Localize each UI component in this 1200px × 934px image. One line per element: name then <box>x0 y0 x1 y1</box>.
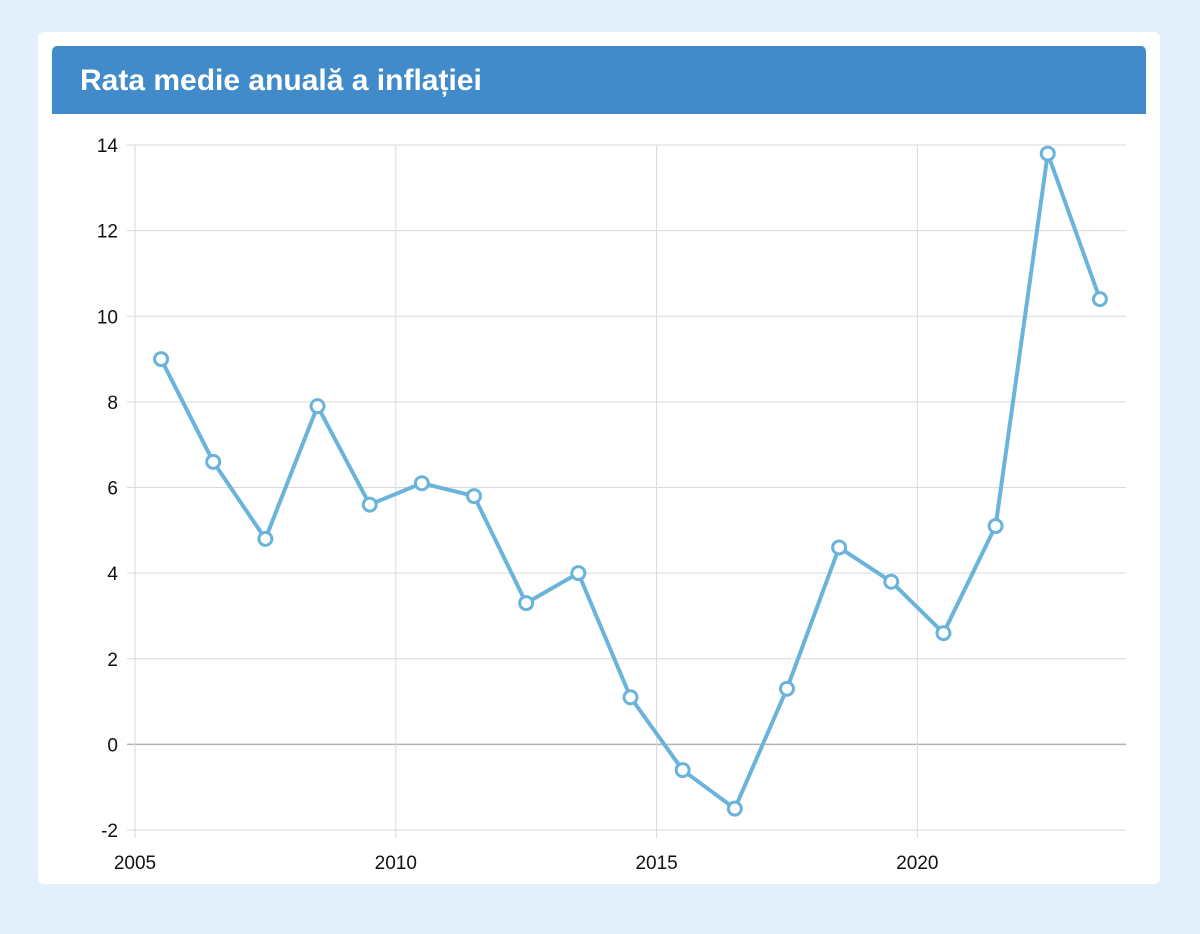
chart-card: Rata medie anuală a inflației <box>38 32 1160 884</box>
panel-header: Rata medie anuală a inflației <box>52 46 1146 114</box>
panel-title: Rata medie anuală a inflației <box>80 64 482 97</box>
